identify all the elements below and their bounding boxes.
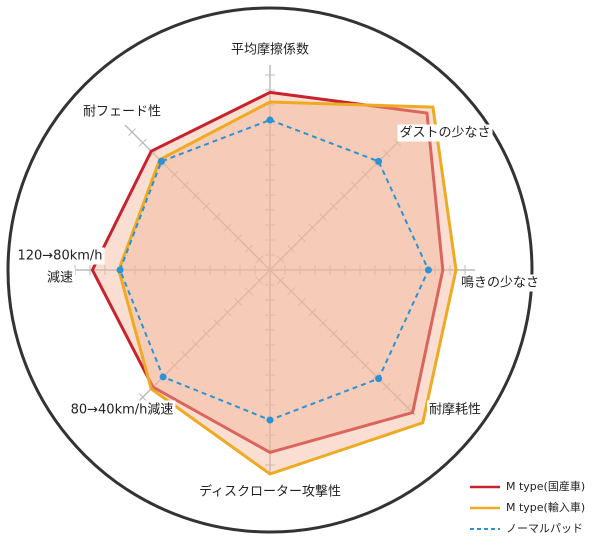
spoke-tick [297, 297, 306, 306]
point [116, 266, 124, 274]
label-bg [15, 247, 105, 265]
spoke-tick [234, 234, 243, 243]
spoke-tick [329, 202, 338, 211]
legend-label: ノーマルパッド [506, 522, 583, 535]
axis-label: ダストの少なさ [399, 126, 490, 141]
spoke-tick [244, 244, 253, 253]
spoke-tick [319, 319, 327, 327]
label-bg [68, 400, 176, 419]
spoke-tick [287, 244, 296, 253]
axis-label: ディスクローター攻撃性 [199, 484, 341, 500]
spoke-tick [308, 223, 317, 232]
spoke-tick [213, 319, 221, 327]
point [157, 157, 165, 165]
spoke [269, 124, 416, 271]
axis-label: 減速 [47, 270, 73, 286]
spoke-tick [372, 372, 380, 380]
label-bg [196, 482, 344, 501]
spoke [269, 269, 416, 416]
spoke-tick [149, 149, 158, 158]
point [375, 375, 383, 383]
point [424, 266, 432, 274]
axis-label: 耐摩耗性 [429, 402, 481, 418]
spoke-tick [276, 255, 285, 264]
spoke-tick [329, 329, 338, 338]
spoke-tick [255, 276, 264, 285]
spoke-tick [170, 170, 179, 179]
legend-label: M type(輸入車) [506, 500, 585, 514]
point [375, 157, 383, 165]
spoke-tick [223, 308, 232, 317]
spoke-tick [393, 138, 402, 147]
label-bg [80, 103, 164, 121]
label-bg [458, 274, 542, 292]
spoke-tick [382, 149, 391, 158]
spoke-tick [160, 160, 168, 168]
spoke-tick [170, 361, 179, 370]
spoke-tick [340, 340, 349, 349]
spoke-tick [138, 138, 147, 147]
spoke-tick [276, 276, 285, 285]
point [159, 373, 167, 381]
axis-label: 80→40km/h減速 [71, 402, 174, 418]
spoke-tick [287, 287, 296, 296]
label-bg [44, 268, 76, 287]
label-bg [426, 400, 484, 419]
spoke-tick [350, 181, 359, 190]
spoke-tick [361, 170, 370, 179]
point [266, 116, 274, 124]
axis-label: 平均摩擦係数 [231, 42, 309, 58]
spoke-tick [191, 340, 200, 349]
legend-label: M type(国産車) [506, 479, 585, 493]
series-area [90, 90, 445, 455]
spoke-tick [340, 191, 349, 200]
spoke-tick [308, 308, 317, 317]
spoke-tick [403, 403, 412, 412]
spoke [124, 124, 271, 271]
spoke-tick [372, 160, 380, 168]
spoke-tick [181, 350, 190, 359]
spoke-tick [138, 393, 147, 402]
spoke-tick [319, 213, 327, 221]
spoke-tick [255, 255, 264, 264]
spoke-tick [191, 191, 200, 200]
axis-label: 耐フェード性 [83, 105, 161, 120]
spoke-tick [382, 382, 391, 391]
spoke-tick [202, 202, 211, 211]
spoke-tick [202, 329, 211, 338]
spoke-tick [297, 234, 306, 243]
spoke-tick [234, 297, 243, 306]
spoke-tick [350, 350, 359, 359]
spoke [124, 269, 271, 416]
spoke-tick [223, 223, 232, 232]
axis-label: 鳴きの少なさ [461, 276, 539, 291]
spoke-tick [393, 393, 402, 402]
spoke-tick [128, 128, 137, 137]
axis-label: 120→80km/h [17, 249, 102, 264]
spoke-tick [361, 361, 370, 370]
label-bg [228, 40, 312, 59]
spoke-tick [181, 181, 190, 190]
label-bg [397, 124, 493, 142]
point [266, 416, 274, 424]
spoke-tick [213, 213, 221, 221]
spoke-tick [244, 287, 253, 296]
